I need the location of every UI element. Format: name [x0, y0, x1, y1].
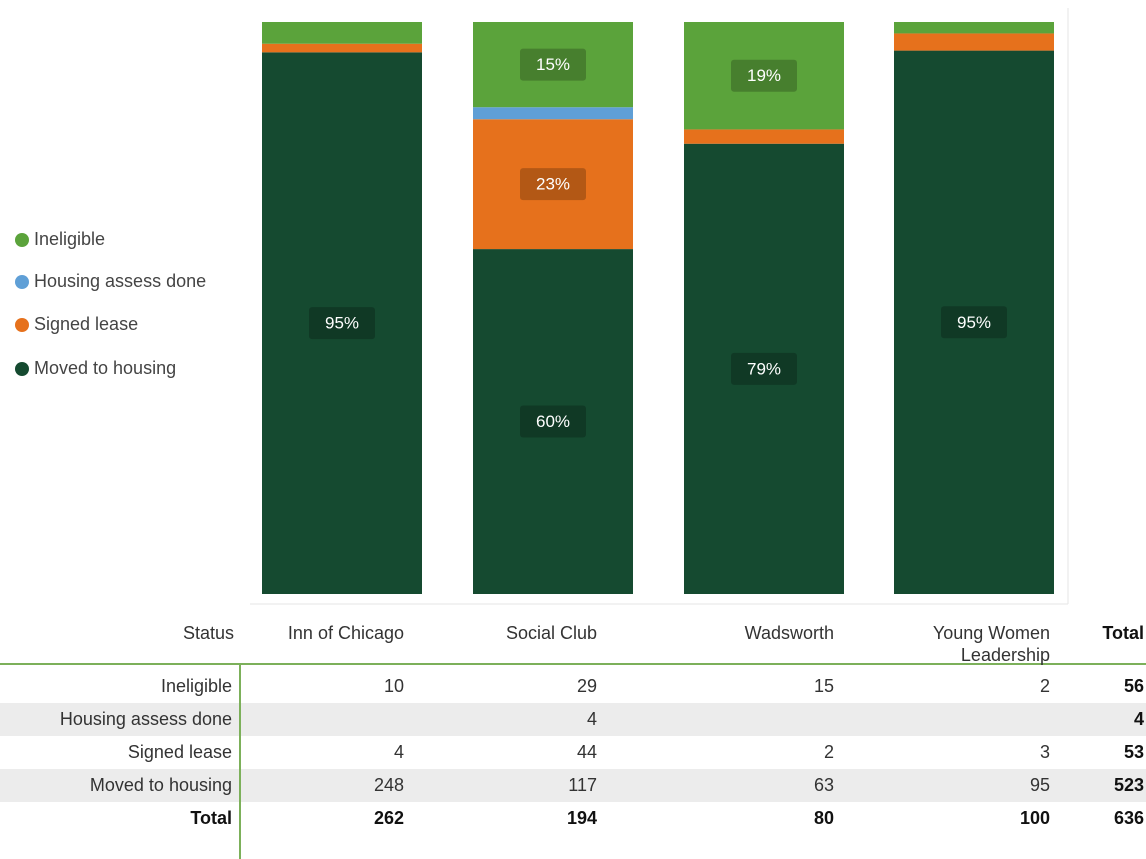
- bar-segment: [894, 22, 1054, 34]
- data-label: 15%: [536, 55, 570, 74]
- row-label: Signed lease: [127, 742, 232, 762]
- value-cell: 2: [823, 742, 834, 762]
- header-cell: Young Women Leadership: [932, 623, 1050, 665]
- row-band: [0, 703, 1146, 736]
- bar-segment: [473, 107, 633, 120]
- bar-segment: [262, 52, 422, 595]
- data-label-box: [309, 307, 375, 340]
- bar-segment: [684, 143, 844, 594]
- bar-segment: [894, 33, 1054, 51]
- data-label: 95%: [957, 313, 991, 332]
- legend-marker: [15, 318, 29, 332]
- data-label: 79%: [747, 359, 781, 378]
- value-cell: 63: [813, 775, 834, 795]
- header-cell: Wadsworth: [744, 623, 834, 643]
- data-label: 60%: [536, 412, 570, 431]
- legend-marker: [15, 233, 29, 247]
- legend-label: Signed lease: [34, 314, 138, 334]
- value-cell: 3: [1039, 742, 1050, 762]
- bar-segment: [473, 249, 633, 595]
- data-label-box: [941, 306, 1007, 339]
- data-label-box: [520, 48, 586, 81]
- legend-label: Moved to housing: [34, 358, 176, 378]
- data-label: 19%: [747, 66, 781, 85]
- value-cell: 117: [568, 775, 597, 795]
- value-cell: 15: [813, 676, 834, 696]
- value-cell: 4: [586, 709, 597, 729]
- header-cell: Inn of Chicago: [287, 623, 404, 643]
- total-cell: 636: [1113, 808, 1144, 828]
- header-cell: Status: [182, 623, 234, 643]
- legend-label: Ineligible: [34, 229, 105, 249]
- value-cell: 10: [383, 676, 404, 696]
- row-label: Total: [190, 808, 232, 828]
- bar-segment: [473, 22, 633, 108]
- bar-segment: [684, 129, 844, 144]
- data-label: 23%: [536, 175, 570, 194]
- data-label-box: [731, 352, 797, 385]
- chart: Ineligible Housing assess done Signed leas…: [15, 8, 1069, 605]
- bar-segment: [473, 119, 633, 250]
- data-label-box: [731, 59, 797, 92]
- row-band: [0, 769, 1146, 802]
- total-cell: 262: [373, 808, 404, 828]
- legend-marker: [15, 362, 29, 376]
- value-cell: 2: [1039, 676, 1050, 696]
- value-cell: 95: [1029, 775, 1050, 795]
- total-cell: 523: [1113, 775, 1144, 795]
- header-rule: [0, 663, 1146, 665]
- total-cell: 53: [1123, 742, 1144, 762]
- column-rule: [239, 663, 241, 859]
- total-cell: 4: [1133, 709, 1144, 729]
- legend-marker: [15, 275, 29, 289]
- bar-segment: [262, 43, 422, 53]
- row-label: Housing assess done: [59, 709, 232, 729]
- bar-segment: [894, 50, 1054, 595]
- row-label: Moved to housing: [89, 775, 232, 795]
- total-cell: 80: [813, 808, 834, 828]
- data-label: 95%: [325, 314, 359, 333]
- bar-segment: [262, 22, 422, 44]
- row-label: Ineligible: [160, 676, 232, 696]
- total-cell: 56: [1123, 676, 1144, 696]
- value-cell: 44: [576, 742, 597, 762]
- total-cell: 194: [566, 808, 597, 828]
- total-cell: 100: [1019, 808, 1050, 828]
- bar-segment: [684, 22, 844, 130]
- data-label-box: [520, 405, 586, 438]
- value-cell: 248: [373, 775, 404, 795]
- value-cell: 29: [576, 676, 597, 696]
- value-cell: 4: [393, 742, 404, 762]
- data-label-box: [520, 168, 586, 201]
- header-cell: Total: [1102, 623, 1144, 643]
- legend-label: Housing assess done: [34, 271, 206, 291]
- header-cell: Social Club: [505, 623, 597, 643]
